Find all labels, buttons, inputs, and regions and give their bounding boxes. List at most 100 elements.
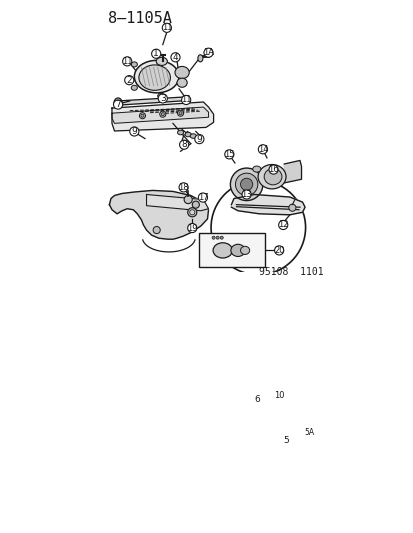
Circle shape [195,134,204,144]
Circle shape [211,236,215,239]
Ellipse shape [197,55,202,62]
Text: 15: 15 [223,150,234,159]
Ellipse shape [157,93,164,99]
Circle shape [140,114,144,117]
Ellipse shape [257,165,285,189]
Circle shape [159,111,166,117]
Ellipse shape [190,134,196,139]
Circle shape [153,227,160,233]
Ellipse shape [240,246,249,254]
Text: 18: 18 [178,183,188,192]
Ellipse shape [185,132,191,137]
Circle shape [274,246,283,255]
Text: 8: 8 [181,140,187,149]
Circle shape [161,112,164,116]
Ellipse shape [252,166,260,172]
Circle shape [258,144,267,154]
Ellipse shape [134,60,178,93]
Circle shape [171,53,180,62]
Circle shape [288,204,295,211]
Ellipse shape [114,98,122,108]
Circle shape [178,183,188,192]
Circle shape [181,95,190,104]
Text: 11: 11 [122,57,132,66]
Circle shape [204,48,213,57]
Circle shape [189,210,195,215]
Circle shape [177,110,183,116]
FancyBboxPatch shape [284,411,297,423]
Circle shape [297,408,320,430]
Circle shape [304,428,313,437]
Ellipse shape [230,244,244,256]
Text: 5A: 5A [303,428,313,437]
Circle shape [129,127,139,136]
Text: 9: 9 [196,135,202,143]
Circle shape [235,173,257,196]
Ellipse shape [263,168,281,185]
Text: 4: 4 [172,53,178,62]
Bar [199,232,265,267]
Circle shape [187,208,196,217]
Text: 16: 16 [268,165,278,174]
Circle shape [216,236,218,239]
Ellipse shape [131,62,137,67]
Text: 1A: 1A [202,48,214,57]
Circle shape [187,223,196,232]
Circle shape [305,416,311,422]
Text: 14: 14 [257,145,268,154]
Circle shape [113,100,122,109]
Text: 1: 1 [153,49,159,58]
Circle shape [278,221,287,230]
Circle shape [184,196,192,204]
Ellipse shape [177,130,183,135]
Ellipse shape [156,57,167,66]
Text: 6: 6 [254,395,259,404]
Circle shape [224,150,233,159]
Text: 10: 10 [274,391,284,400]
Text: 3: 3 [159,94,165,103]
Circle shape [242,190,251,199]
Polygon shape [112,107,208,123]
Text: 17: 17 [197,193,208,202]
Ellipse shape [246,413,255,424]
Circle shape [192,201,199,208]
Polygon shape [117,97,188,105]
Circle shape [198,193,207,202]
Circle shape [253,395,261,403]
Circle shape [162,23,171,33]
Ellipse shape [177,78,187,87]
Circle shape [240,178,252,190]
Circle shape [158,94,167,103]
Circle shape [122,57,131,66]
Text: 8–1105A: 8–1105A [108,11,171,26]
Text: 13: 13 [241,190,252,199]
Circle shape [274,391,284,400]
Text: 19: 19 [187,223,197,232]
Ellipse shape [279,411,291,423]
Ellipse shape [255,417,261,422]
Ellipse shape [131,85,137,90]
Polygon shape [112,102,213,131]
Ellipse shape [267,410,283,424]
Text: 11: 11 [161,23,172,33]
Circle shape [151,49,160,58]
Polygon shape [284,160,301,183]
Text: 20: 20 [273,246,284,255]
Polygon shape [146,195,208,211]
Text: 2: 2 [126,76,132,85]
Text: 5: 5 [282,436,288,445]
Text: 7: 7 [115,100,121,109]
Polygon shape [231,195,304,215]
Text: 95108  1101: 95108 1101 [259,266,323,277]
Ellipse shape [139,65,170,90]
Polygon shape [109,190,208,239]
Circle shape [302,413,314,425]
Text: 12: 12 [277,221,288,230]
Text: 11: 11 [180,95,191,104]
Circle shape [178,111,182,115]
Ellipse shape [213,243,232,258]
Circle shape [281,437,289,445]
Text: 9: 9 [131,127,137,136]
Ellipse shape [175,67,189,79]
Circle shape [139,112,145,119]
